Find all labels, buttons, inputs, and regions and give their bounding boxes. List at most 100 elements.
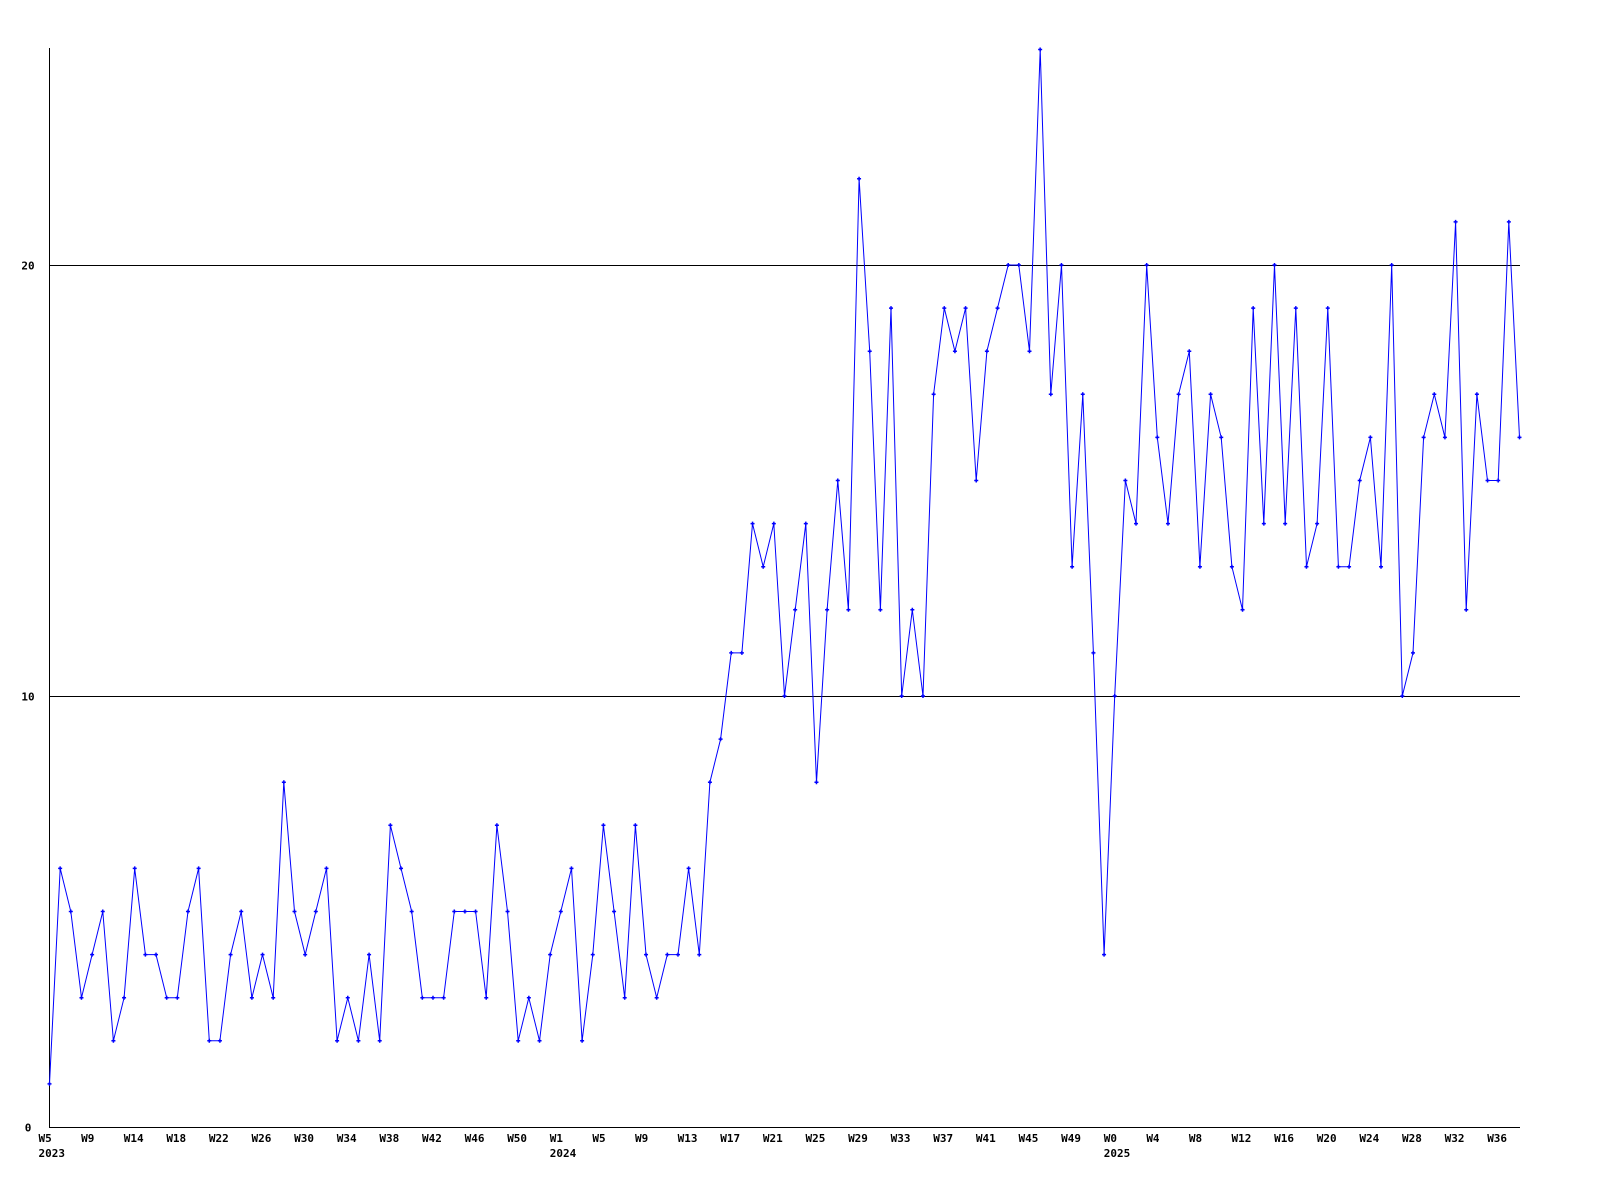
gridlines [49,265,1520,697]
data-point [58,866,63,871]
y-tick-label: 0 [25,1122,32,1135]
data-point [1410,650,1415,655]
data-points [47,47,1522,1086]
data-point [835,478,840,483]
data-point [1453,219,1458,224]
data-point [1229,564,1234,569]
data-point [1347,564,1352,569]
data-point [867,349,872,354]
data-point [68,909,73,914]
y-tick-labels: 0 10 20 [21,260,34,1135]
data-point [846,607,851,612]
data-point [111,1038,116,1043]
data-point [750,521,755,526]
data-point [1293,306,1298,311]
data-point [441,995,446,1000]
data-point [1038,47,1043,52]
data-point [974,478,979,483]
x-tick-label: W18 [166,1132,186,1145]
data-point [1134,521,1139,526]
x-tick-label: W26 [252,1132,272,1145]
data-point [675,952,680,957]
data-point [399,866,404,871]
data-point [1112,694,1117,698]
data-point [1197,564,1202,569]
y-tick-label: 10 [21,691,34,704]
x-tick-label: W16 [1274,1132,1294,1145]
data-point [1261,521,1266,526]
data-point [1070,564,1075,569]
data-point [260,952,265,957]
data-point [622,995,627,1000]
x-tick-label: W8 [1189,1132,1202,1145]
data-point [942,306,947,311]
data-point [1315,521,1320,526]
x-tick-label: W17 [720,1132,740,1145]
year-label: 2024 [550,1147,577,1160]
data-point [1283,521,1288,526]
x-tick-label: W25 [805,1132,825,1145]
data-point [303,952,308,957]
data-point [1336,564,1341,569]
data-point [122,995,127,1000]
data-point [207,1038,212,1043]
x-tick-label: W49 [1061,1132,1081,1145]
y-tick-label: 20 [21,260,34,273]
x-tick-label: W38 [379,1132,399,1145]
data-point [1506,219,1511,224]
x-tick-label: W22 [209,1132,229,1145]
data-point [1123,478,1128,483]
x-tick-label: W24 [1359,1132,1379,1145]
x-tick-label: W41 [976,1132,996,1145]
series-line [49,49,1520,1084]
data-point [1432,392,1437,397]
data-point [239,909,244,914]
x-tick-label: W37 [933,1132,953,1145]
x-tick-label: W34 [337,1132,357,1145]
data-point [707,780,712,785]
data-point [984,349,989,354]
data-point [1272,263,1277,267]
data-point [1517,435,1522,440]
data-point [1357,478,1362,483]
data-point [889,306,894,311]
data-point [1091,650,1096,655]
data-point [1080,392,1085,397]
data-point [452,909,457,914]
x-tick-label: W14 [124,1132,144,1145]
data-point [1379,564,1384,569]
data-point [1251,306,1256,311]
data-point [1400,694,1405,698]
data-point [1027,349,1032,354]
data-point [1006,263,1011,267]
data-point [665,952,670,957]
x-tick-label: W28 [1402,1132,1422,1145]
data-point [1442,435,1447,440]
data-point [878,607,883,612]
x-tick-label: W46 [465,1132,485,1145]
data-point [1464,607,1469,612]
data-point [590,952,595,957]
data-point [782,694,787,698]
x-tick-label: W0 [1104,1132,1117,1145]
data-point [292,909,297,914]
data-point [484,995,489,1000]
data-point [90,952,95,957]
data-point [1325,306,1330,311]
data-point [718,737,723,742]
data-point [473,909,478,914]
x-tick-labels: W5 W9 W14 W18 W22 W26 W30 W34 W38 W42 W46 W50 W1 W5 W9… [39,1132,1508,1160]
data-point [633,823,638,828]
data-point [1368,435,1373,440]
series-line-path [49,49,1520,1084]
data-point [899,694,904,698]
x-tick-label: W5 [592,1132,605,1145]
data-point [1496,478,1501,483]
data-point [249,995,254,1000]
data-point [1016,263,1021,267]
data-point [281,780,286,785]
x-tick-label: W12 [1232,1132,1252,1145]
data-point [1048,392,1053,397]
data-point [1485,478,1490,483]
x-tick-label: W45 [1019,1132,1039,1145]
